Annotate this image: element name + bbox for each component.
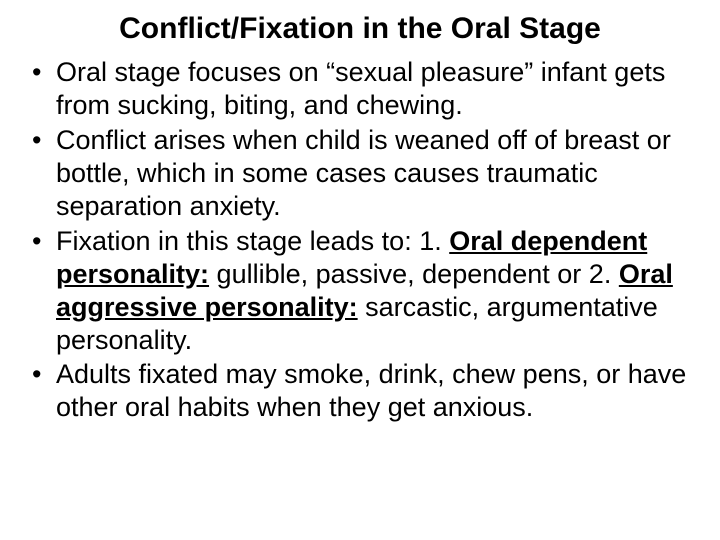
list-item: Adults fixated may smoke, drink, chew pe… xyxy=(28,358,692,424)
list-item: Fixation in this stage leads to: 1. Oral… xyxy=(28,225,692,357)
bullet-list: Oral stage focuses on “sexual pleasure” … xyxy=(28,56,692,424)
bullet-text-pre: Fixation in this stage leads to: 1. xyxy=(56,226,449,256)
bullet-text: Conflict arises when child is weaned off… xyxy=(56,125,671,221)
list-item: Conflict arises when child is weaned off… xyxy=(28,124,692,223)
list-item: Oral stage focuses on “sexual pleasure” … xyxy=(28,56,692,122)
slide-title: Conflict/Fixation in the Oral Stage xyxy=(28,12,692,46)
bullet-text-mid: gullible, passive, dependent or 2. xyxy=(209,259,619,289)
bullet-text: Oral stage focuses on “sexual pleasure” … xyxy=(56,57,665,120)
bullet-text: Adults fixated may smoke, drink, chew pe… xyxy=(56,359,686,422)
